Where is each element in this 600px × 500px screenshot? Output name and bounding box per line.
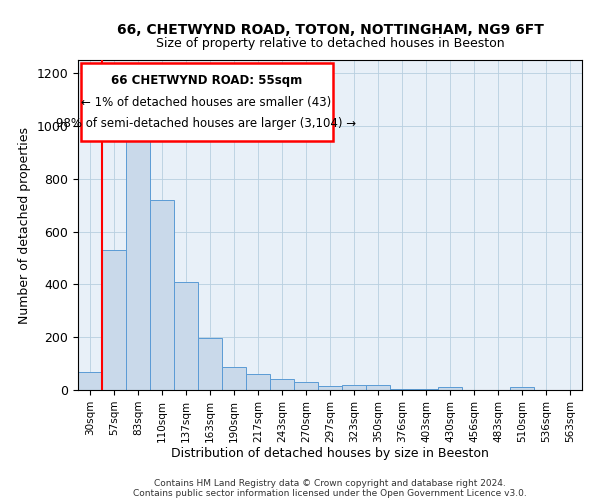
Text: 66 CHETWYND ROAD: 55sqm: 66 CHETWYND ROAD: 55sqm — [111, 74, 302, 87]
Bar — [390, 388, 414, 390]
Bar — [198, 338, 222, 390]
Bar — [78, 372, 102, 390]
X-axis label: Distribution of detached houses by size in Beeston: Distribution of detached houses by size … — [171, 448, 489, 460]
Bar — [510, 387, 534, 390]
Bar — [270, 380, 294, 390]
Y-axis label: Number of detached properties: Number of detached properties — [18, 126, 31, 324]
Bar — [150, 200, 174, 390]
Text: 66, CHETWYND ROAD, TOTON, NOTTINGHAM, NG9 6FT: 66, CHETWYND ROAD, TOTON, NOTTINGHAM, NG… — [116, 22, 544, 36]
Text: Size of property relative to detached houses in Beeston: Size of property relative to detached ho… — [155, 38, 505, 51]
Text: Contains public sector information licensed under the Open Government Licence v3: Contains public sector information licen… — [133, 489, 527, 498]
Bar — [414, 388, 438, 390]
Bar — [246, 374, 270, 390]
Text: Contains HM Land Registry data © Crown copyright and database right 2024.: Contains HM Land Registry data © Crown c… — [154, 479, 506, 488]
Bar — [342, 385, 366, 390]
Bar — [366, 384, 390, 390]
Bar — [222, 367, 246, 390]
FancyBboxPatch shape — [80, 64, 332, 141]
Bar — [318, 386, 342, 390]
Bar — [438, 388, 462, 390]
Bar — [126, 126, 150, 390]
Text: ← 1% of detached houses are smaller (43): ← 1% of detached houses are smaller (43) — [82, 96, 332, 108]
Bar — [174, 282, 198, 390]
Bar — [102, 250, 126, 390]
Bar — [294, 382, 318, 390]
Text: 98% of semi-detached houses are larger (3,104) →: 98% of semi-detached houses are larger (… — [56, 118, 356, 130]
